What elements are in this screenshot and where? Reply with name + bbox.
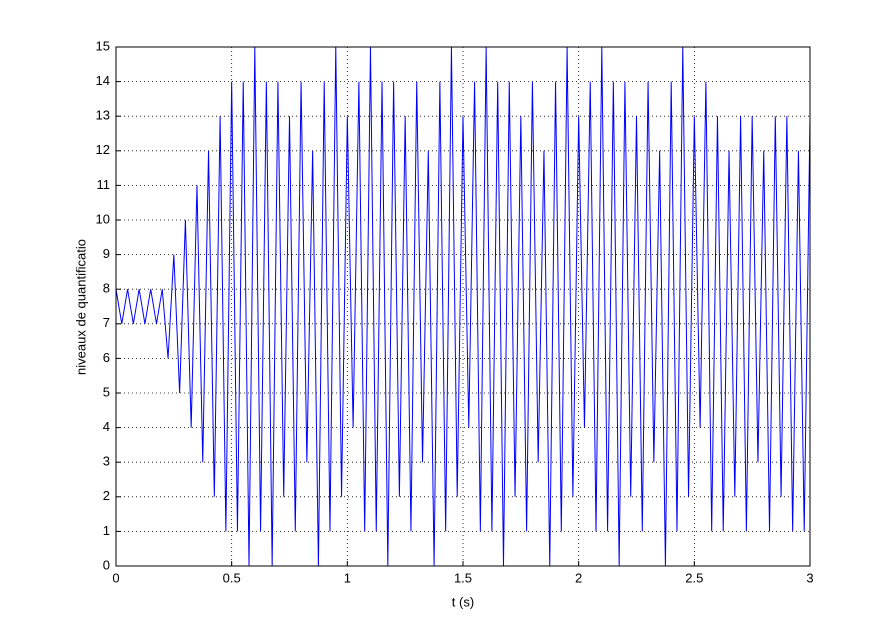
y-tick-label: 11 <box>97 177 111 192</box>
y-axis-label: niveaux de quantificatio <box>73 239 88 375</box>
y-tick-label: 0 <box>103 557 110 572</box>
y-tick-label: 15 <box>96 38 110 53</box>
y-tick-label: 1 <box>103 523 110 538</box>
x-tick-label: 3 <box>806 570 813 585</box>
y-tick-label: 14 <box>96 73 110 88</box>
x-tick-label: 1.5 <box>454 570 472 585</box>
y-tick-label: 9 <box>103 246 110 261</box>
x-tick-label: 0.5 <box>223 570 241 585</box>
y-tick-label: 6 <box>103 350 110 365</box>
y-tick-label: 12 <box>96 142 110 157</box>
y-tick-label: 5 <box>103 384 110 399</box>
y-tick-label: 4 <box>103 419 110 434</box>
x-tick-label: 1 <box>344 570 351 585</box>
x-tick-label: 2.5 <box>685 570 703 585</box>
x-tick-label: 0 <box>112 570 119 585</box>
x-axis-label: t (s) <box>452 594 474 609</box>
y-tick-label: 2 <box>103 488 110 503</box>
plot-frame <box>115 46 811 567</box>
y-tick-label: 10 <box>96 211 110 226</box>
y-tick-label: 7 <box>103 315 110 330</box>
y-tick-label: 3 <box>103 454 110 469</box>
x-tick-label: 2 <box>575 570 582 585</box>
y-tick-label: 8 <box>103 281 110 296</box>
y-tick-label: 13 <box>96 108 110 123</box>
signal-line <box>115 46 811 567</box>
